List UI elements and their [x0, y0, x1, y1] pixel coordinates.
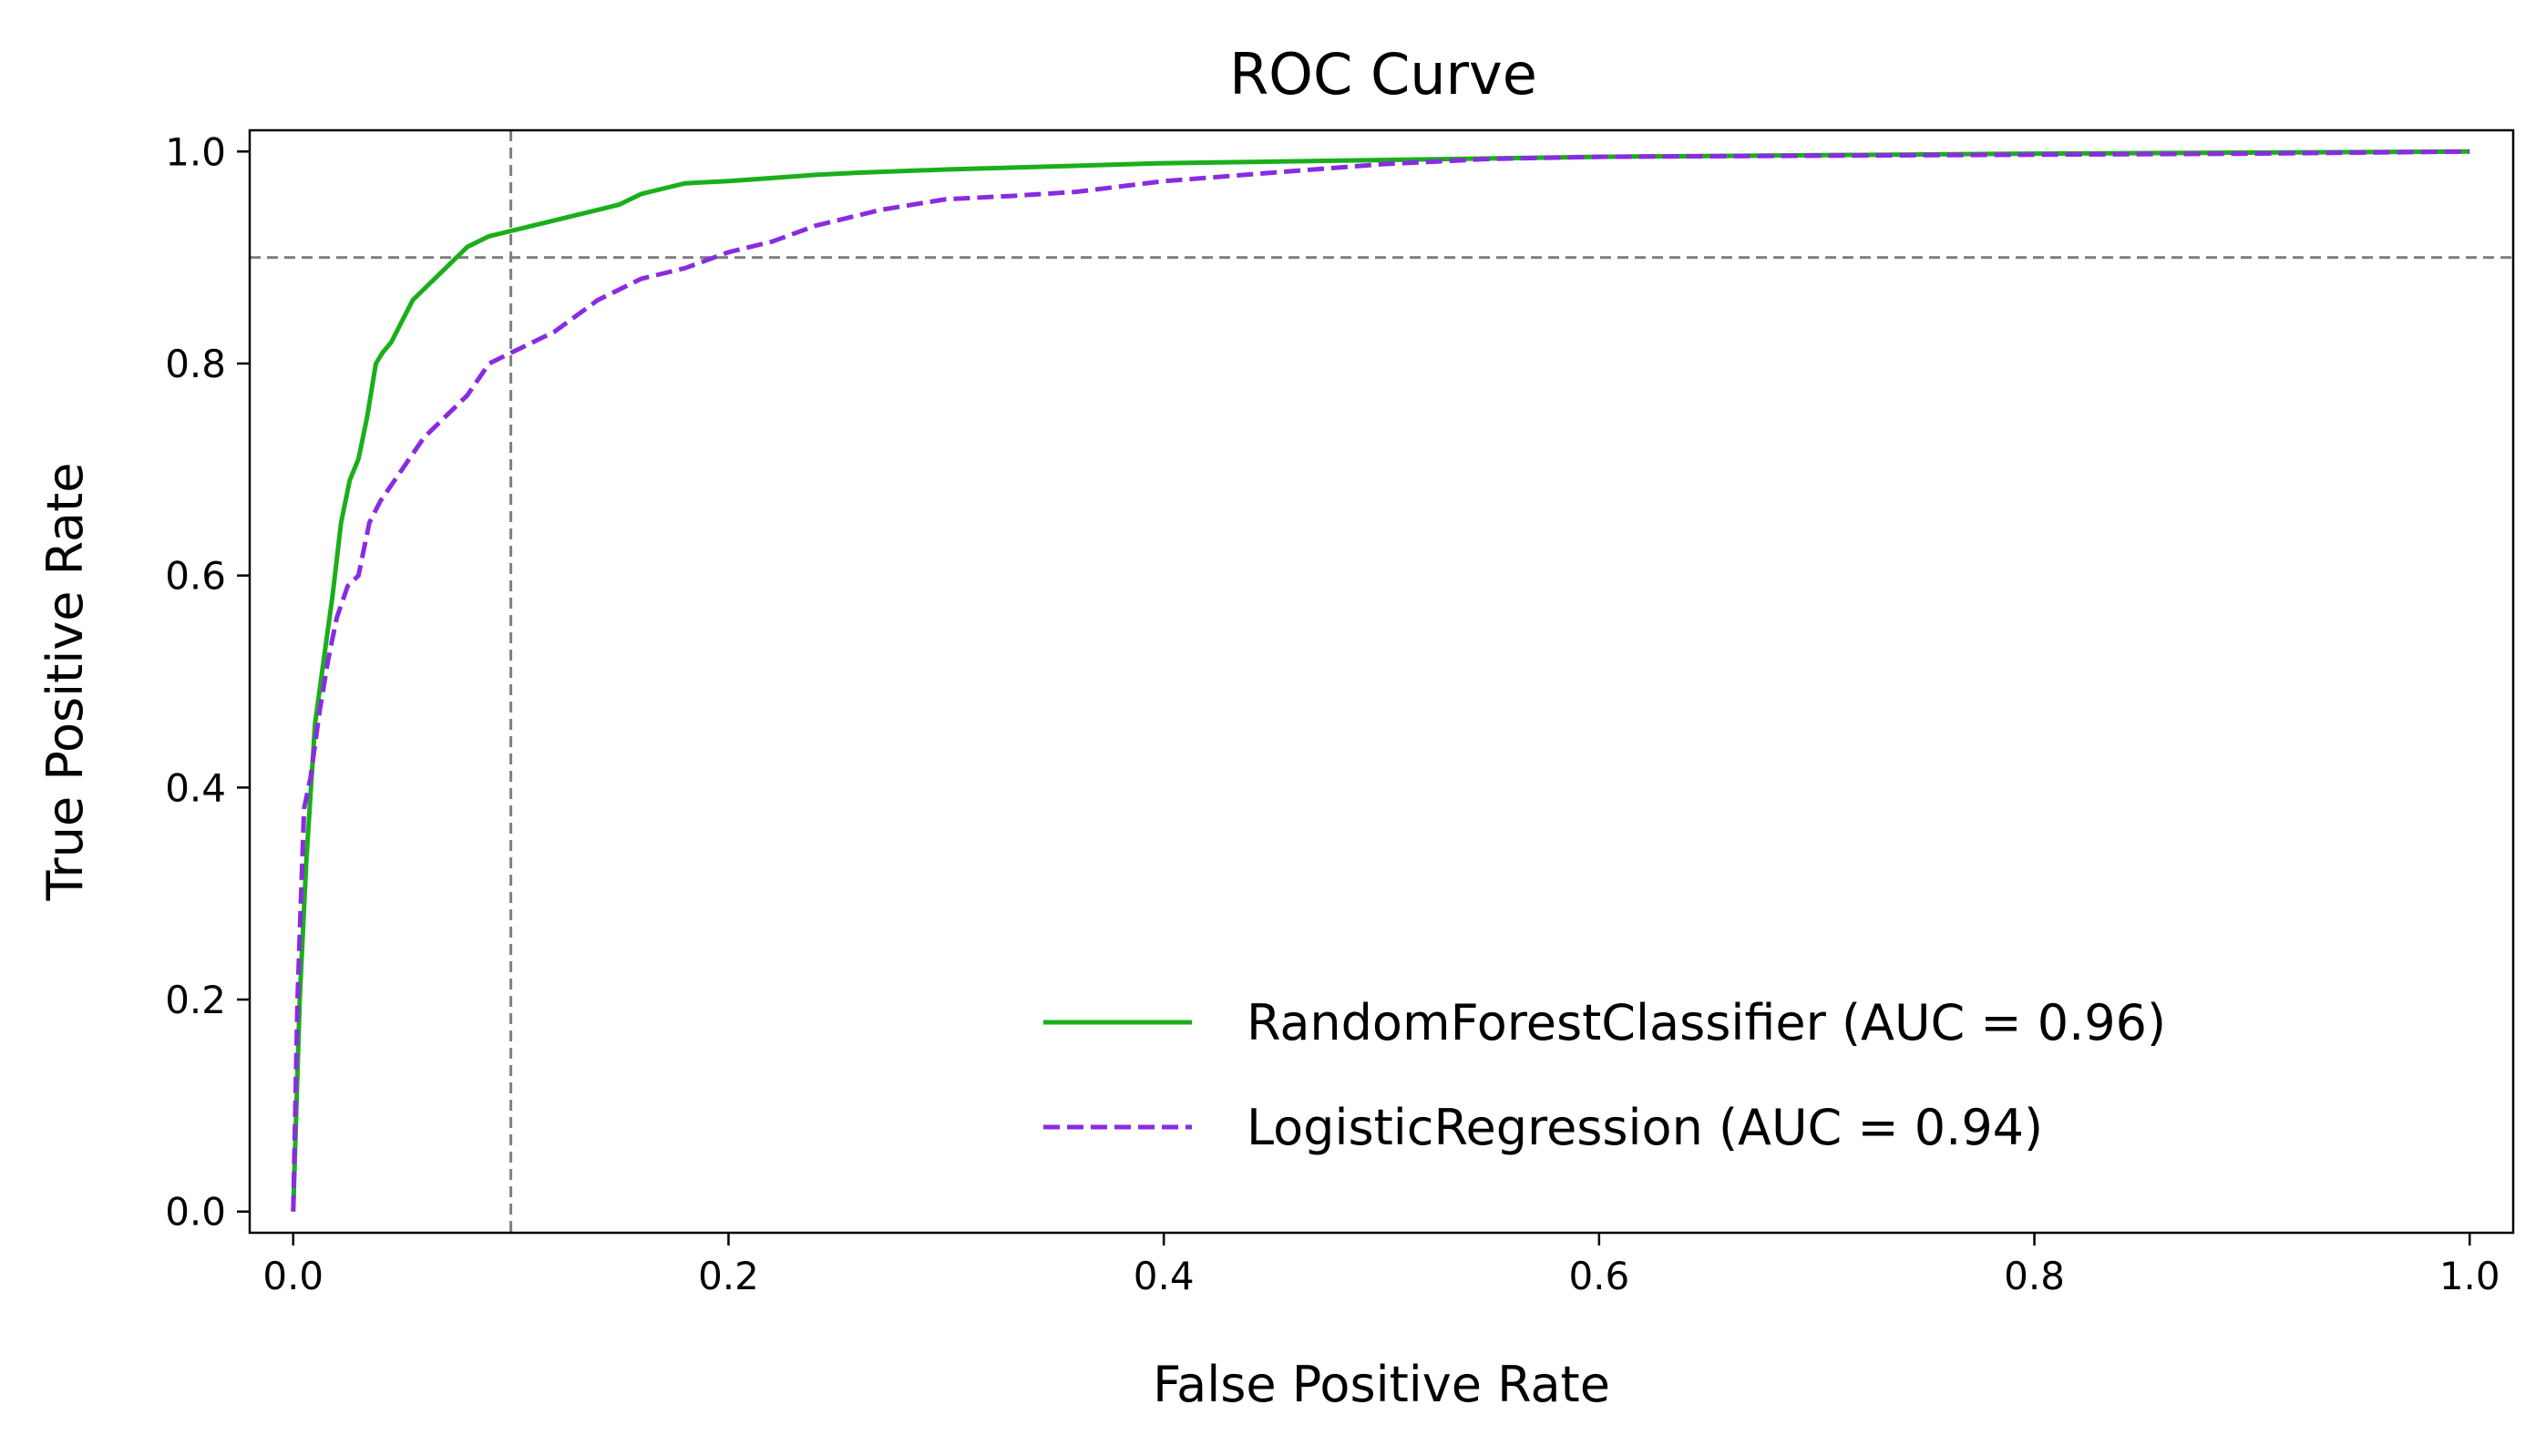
- legend-label-1: RandomForestClassifier (AUC = 0.96): [1247, 994, 2166, 1051]
- y-tick-label: 0.4: [165, 765, 226, 810]
- x-tick-label: 0.8: [2004, 1254, 2065, 1298]
- y-tick-label: 0.6: [165, 554, 226, 599]
- x-axis-ticks: 0.0 0.2 0.4 0.6 0.8 1.0: [262, 1233, 2500, 1298]
- series-line-1: [291, 149, 2470, 1212]
- legend: RandomForestClassifier (AUC = 0.96) Logis…: [1043, 994, 2166, 1156]
- legend-label-2: LogisticRegression (AUC = 0.94): [1247, 1099, 2043, 1156]
- y-tick-label: 1.0: [165, 129, 226, 174]
- x-tick-label: 0.2: [698, 1254, 759, 1298]
- series-line-2: [291, 149, 2470, 1212]
- y-tick-label: 0.8: [165, 342, 226, 386]
- y-tick-label: 0.0: [165, 1190, 226, 1235]
- x-tick-label: 0.4: [1134, 1254, 1195, 1298]
- y-axis-label: True Positive Rate: [36, 462, 94, 901]
- chart-title: ROC Curve: [1229, 41, 1537, 108]
- y-axis-ticks: 0.0 0.2 0.4 0.6 0.8 1.0: [165, 129, 250, 1235]
- axes-frame: [248, 128, 2515, 1235]
- plot-area: [250, 130, 2513, 1233]
- x-tick-label: 0.6: [1568, 1254, 1629, 1298]
- x-tick-label: 1.0: [2439, 1254, 2500, 1298]
- y-tick-label: 0.2: [165, 978, 226, 1022]
- x-tick-label: 0.0: [262, 1254, 323, 1298]
- x-axis-label: False Positive Rate: [1153, 1356, 1610, 1413]
